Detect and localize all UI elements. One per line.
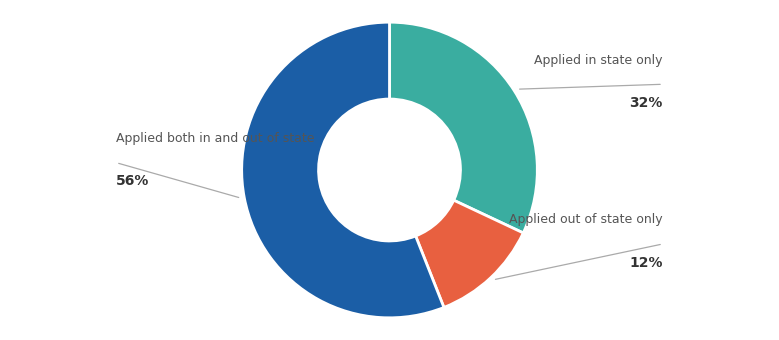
- Text: Applied in state only: Applied in state only: [534, 53, 663, 67]
- Text: 12%: 12%: [629, 256, 663, 270]
- Wedge shape: [390, 22, 538, 233]
- Text: 56%: 56%: [116, 174, 150, 188]
- Wedge shape: [416, 200, 523, 307]
- Wedge shape: [241, 22, 444, 318]
- Text: Applied out of state only: Applied out of state only: [509, 213, 663, 226]
- Text: 32%: 32%: [629, 96, 663, 110]
- Text: Applied both in and out of state: Applied both in and out of state: [116, 132, 315, 145]
